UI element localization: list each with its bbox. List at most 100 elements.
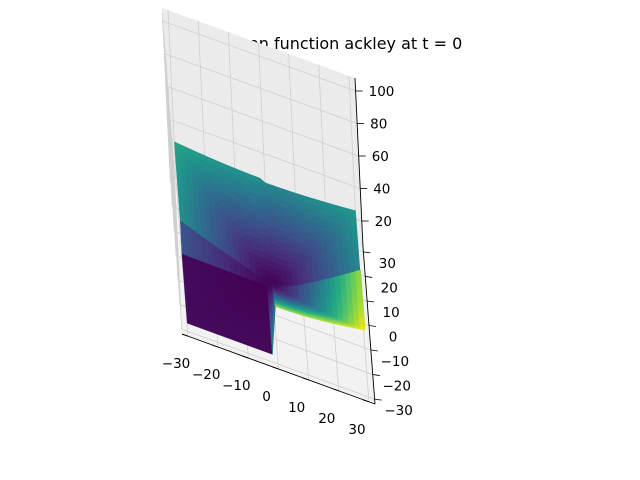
surface-patch xyxy=(350,215,357,221)
surface-plot xyxy=(174,141,366,355)
surface-patch xyxy=(311,255,318,262)
x-tick-label: 20 xyxy=(318,411,335,427)
surface-patch xyxy=(317,260,324,267)
z-tick-label: 100 xyxy=(369,84,395,100)
surface-patch xyxy=(351,234,358,240)
surface-patch xyxy=(287,276,294,283)
surface-patch xyxy=(311,260,319,266)
surface-patch xyxy=(321,246,328,253)
surface-patch xyxy=(322,256,329,262)
surface-patch xyxy=(297,273,304,279)
surface-patch xyxy=(337,257,344,263)
surface-patch xyxy=(307,269,314,275)
y-tick-mark xyxy=(372,374,380,376)
surface-patch xyxy=(302,273,309,279)
surface-patch xyxy=(287,281,294,287)
surface-patch xyxy=(281,276,288,282)
surface-patch xyxy=(302,278,309,284)
x-tick-label: −10 xyxy=(222,378,251,394)
surface-patch xyxy=(291,267,298,274)
surface-patch xyxy=(306,264,314,271)
surface-patch xyxy=(321,251,328,258)
z-tick-label: 80 xyxy=(370,117,387,133)
y-tick-mark xyxy=(374,398,382,401)
z-axis-line xyxy=(354,77,364,248)
surface-patch xyxy=(302,268,309,275)
surface-patch xyxy=(306,259,313,266)
y-tick-mark xyxy=(368,325,377,327)
surface-patch xyxy=(343,261,350,268)
surface-patch xyxy=(322,260,329,267)
surface-patch xyxy=(331,247,338,253)
surface-patch xyxy=(291,272,299,279)
y-tick-label: 30 xyxy=(379,256,396,272)
gridline-z-back xyxy=(162,20,356,92)
gridline-z-left xyxy=(168,150,182,309)
surface-patch xyxy=(347,252,355,259)
y-tick-label: −20 xyxy=(383,379,412,395)
surface-patch xyxy=(332,252,339,258)
surface-patch xyxy=(348,262,355,268)
surface-patch xyxy=(327,265,335,272)
surface-patch xyxy=(296,263,303,270)
surface-patch xyxy=(337,247,344,254)
x-tick-label: 30 xyxy=(348,422,365,438)
surface-patch xyxy=(341,243,349,249)
x-tick-label: 0 xyxy=(262,389,271,405)
y-tick-mark xyxy=(363,251,371,254)
surface-patch xyxy=(317,269,324,276)
surface-patch xyxy=(316,246,323,253)
y-tick-label: −10 xyxy=(381,354,410,370)
surface-patch xyxy=(342,247,349,254)
surface-patch xyxy=(332,261,339,267)
surface-patch xyxy=(351,224,358,231)
y-tick-mark xyxy=(367,300,375,303)
gridline-z-left xyxy=(163,53,177,211)
surface-patch xyxy=(347,248,354,254)
x-tick-label: 10 xyxy=(288,400,305,416)
surface-patch xyxy=(342,252,349,258)
surface-patch xyxy=(333,266,340,272)
surface-patch xyxy=(296,268,303,275)
surface-patch xyxy=(347,243,354,249)
surface-patch xyxy=(353,252,360,259)
surface-patch xyxy=(359,326,366,331)
surface-patch xyxy=(348,257,355,263)
surface-patch xyxy=(352,248,359,254)
surface-patch xyxy=(330,233,337,239)
surface-patch xyxy=(312,274,320,280)
x-tick-mark xyxy=(181,333,189,337)
surface-patch xyxy=(350,219,357,226)
gridline-z-left xyxy=(165,85,179,244)
x-tick-mark xyxy=(212,344,219,348)
surface-patch xyxy=(316,256,323,262)
surface-patch xyxy=(320,242,328,248)
surface-patch xyxy=(337,252,344,258)
surface-patch xyxy=(286,272,293,278)
x-tick-label: −30 xyxy=(162,356,191,372)
y-tick-label: 20 xyxy=(381,280,398,296)
gridline-z-back xyxy=(167,118,361,189)
y-tick-mark xyxy=(365,276,373,278)
surface-patch xyxy=(346,238,353,245)
surface-patch xyxy=(328,270,335,276)
surface-patch xyxy=(323,270,330,276)
gridline-x-back xyxy=(167,10,177,180)
surface-patch xyxy=(333,270,340,276)
surface-patch xyxy=(301,259,308,266)
surface-patch xyxy=(312,269,319,276)
x-tick-mark xyxy=(362,399,370,403)
surface-patch xyxy=(317,265,324,271)
gridline-z-back xyxy=(164,53,358,124)
surface-patch xyxy=(346,233,353,240)
surface-patch xyxy=(326,247,333,253)
surface-patch xyxy=(336,233,343,240)
gridline-z-back xyxy=(165,85,359,157)
surface-patch xyxy=(312,265,319,271)
y-tick-label: −30 xyxy=(384,403,413,419)
z-tick-label: 40 xyxy=(373,182,390,198)
surface-patch xyxy=(331,242,338,249)
x-tick-mark xyxy=(242,355,249,359)
surface-patch xyxy=(351,229,358,235)
surface-patch xyxy=(316,251,323,257)
